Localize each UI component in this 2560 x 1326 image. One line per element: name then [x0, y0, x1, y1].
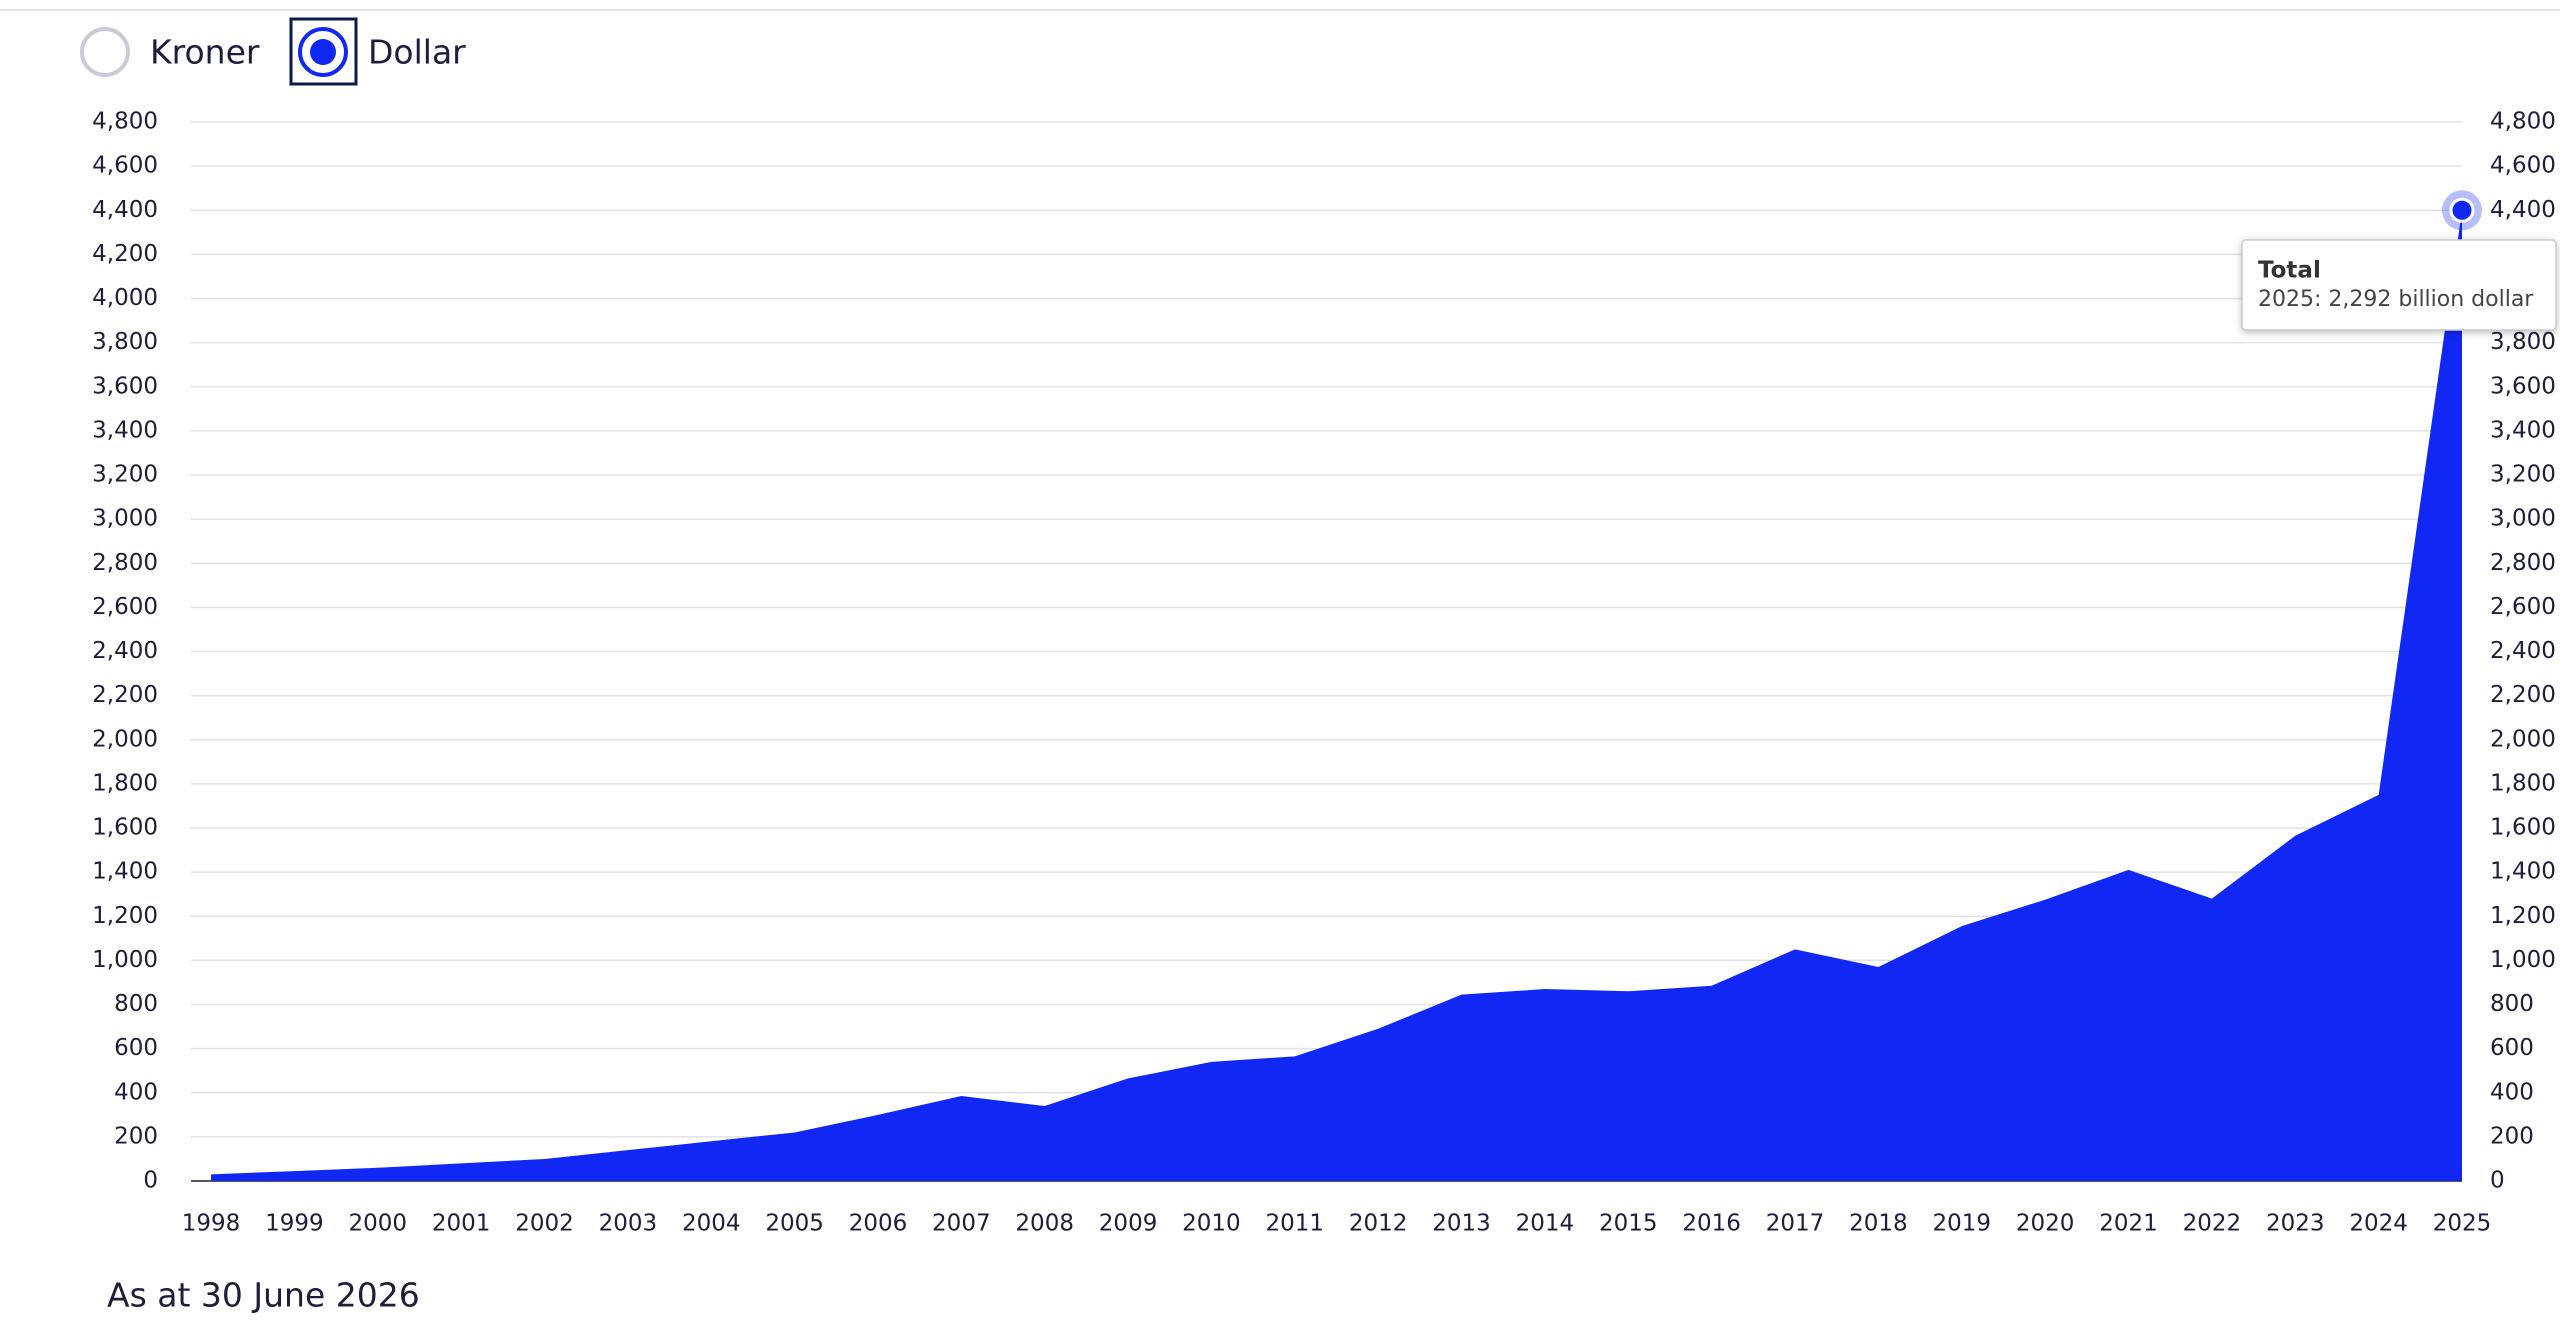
y2-tick-label: 3,200	[2490, 462, 2556, 488]
y2-tick-label: 4,800	[2490, 109, 2556, 135]
y-tick-label: 1,600	[92, 815, 158, 841]
y2-tick-label: 200	[2490, 1123, 2534, 1149]
x-tick-label: 2011	[1266, 1211, 1325, 1237]
y2-tick-label: 3,800	[2490, 329, 2556, 355]
y2-tick-label: 0	[2490, 1168, 2505, 1194]
x-tick-label: 2012	[1349, 1211, 1408, 1237]
y-tick-label: 4,000	[92, 285, 158, 311]
tooltip-title: Total	[2258, 258, 2321, 284]
y-tick-label: 200	[114, 1123, 158, 1149]
y-tick-label: 4,200	[92, 241, 158, 267]
y-tick-label: 4,400	[92, 197, 158, 223]
x-tick-label: 2013	[1432, 1211, 1491, 1237]
y2-tick-label: 1,200	[2490, 903, 2556, 929]
radio-circle[interactable]	[80, 27, 130, 77]
tooltip: Total 2025: 2,292 billion dollar	[2241, 239, 2557, 331]
y-tick-label: 1,000	[92, 947, 158, 973]
y-tick-label: 4,800	[92, 109, 158, 135]
radio-kroner[interactable]: Kroner	[80, 27, 260, 77]
x-tick-label: 1999	[265, 1211, 324, 1237]
x-tick-label: 2003	[599, 1211, 658, 1237]
y-tick-label: 3,800	[92, 329, 158, 355]
x-tick-label: 2005	[765, 1211, 824, 1237]
y-tick-label: 800	[114, 991, 158, 1017]
y-tick-label: 4,600	[92, 153, 158, 179]
x-tick-label: 2008	[1015, 1211, 1074, 1237]
y2-tick-label: 2,200	[2490, 682, 2556, 708]
x-tick-label: 2006	[849, 1211, 908, 1237]
y2-tick-label: 3,600	[2490, 373, 2556, 399]
y-tick-label: 2,800	[92, 550, 158, 576]
y2-tick-label: 2,400	[2490, 638, 2556, 664]
x-tick-label: 2001	[432, 1211, 491, 1237]
x-tick-label: 2018	[1849, 1211, 1908, 1237]
y-tick-label: 600	[114, 1035, 158, 1061]
x-tick-label: 2010	[1182, 1211, 1241, 1237]
y-tick-label: 2,400	[92, 638, 158, 664]
y-tick-label: 2,000	[92, 726, 158, 752]
hover-point	[2449, 197, 2475, 223]
x-tick-label: 2021	[2099, 1211, 2158, 1237]
y2-tick-label: 4,400	[2490, 197, 2556, 223]
x-tick-label: 2016	[1682, 1211, 1741, 1237]
y2-tick-label: 800	[2490, 991, 2534, 1017]
y2-tick-label: 1,600	[2490, 815, 2556, 841]
y2-tick-label: 3,400	[2490, 417, 2556, 443]
x-tick-label: 2007	[932, 1211, 991, 1237]
x-tick-label: 2025	[2433, 1211, 2492, 1237]
y2-tick-label: 4,600	[2490, 153, 2556, 179]
y2-tick-label: 2,600	[2490, 594, 2556, 620]
focus-ring	[289, 17, 358, 86]
radio-dollar[interactable]: Dollar	[289, 17, 466, 86]
y-tick-label: 400	[114, 1079, 158, 1105]
y2-tick-label: 2,800	[2490, 550, 2556, 576]
y-tick-label: 1,800	[92, 770, 158, 796]
x-tick-label: 2004	[682, 1211, 741, 1237]
radio-label[interactable]: Dollar	[368, 33, 466, 72]
y2-tick-label: 3,000	[2490, 506, 2556, 532]
x-tick-label: 2000	[348, 1211, 407, 1237]
y-tick-label: 3,000	[92, 506, 158, 532]
x-tick-label: 2002	[515, 1211, 574, 1237]
radio-label[interactable]: Kroner	[150, 33, 260, 72]
footnote: As at 30 June 2026	[107, 1276, 420, 1315]
y2-tick-label: 1,400	[2490, 859, 2556, 885]
y-tick-label: 1,200	[92, 903, 158, 929]
y2-tick-label: 600	[2490, 1035, 2534, 1061]
y2-tick-label: 1,000	[2490, 947, 2556, 973]
y-tick-label: 3,200	[92, 462, 158, 488]
x-tick-label: 1998	[182, 1211, 241, 1237]
y-tick-label: 2,600	[92, 594, 158, 620]
radio-dot	[310, 39, 336, 65]
y-tick-label: 1,400	[92, 859, 158, 885]
y-tick-label: 3,600	[92, 373, 158, 399]
y2-tick-label: 400	[2490, 1079, 2534, 1105]
x-tick-label: 2024	[2349, 1211, 2408, 1237]
y2-tick-label: 1,800	[2490, 770, 2556, 796]
tooltip-body: 2025: 2,292 billion dollar	[2258, 287, 2534, 312]
y2-tick-label: 2,000	[2490, 726, 2556, 752]
area	[211, 210, 2462, 1181]
y-tick-label: 3,400	[92, 417, 158, 443]
x-tick-label: 2015	[1599, 1211, 1658, 1237]
x-tick-label: 2023	[2266, 1211, 2325, 1237]
x-tick-label: 2019	[1933, 1211, 1992, 1237]
x-tick-label: 2022	[2183, 1211, 2242, 1237]
x-tick-label: 2009	[1099, 1211, 1158, 1237]
y-tick-label: 2,200	[92, 682, 158, 708]
y-tick-label: 0	[143, 1168, 158, 1194]
tooltip-box	[2241, 239, 2557, 331]
x-tick-label: 2014	[1516, 1211, 1575, 1237]
x-tick-label: 2020	[2016, 1211, 2075, 1237]
x-tick-label: 2017	[1766, 1211, 1825, 1237]
